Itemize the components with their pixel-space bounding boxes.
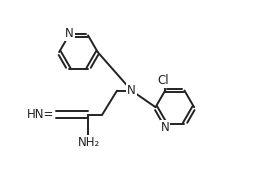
Text: HN=: HN= [27, 108, 54, 121]
Text: N: N [65, 27, 74, 40]
Text: N: N [161, 121, 170, 134]
Text: Cl: Cl [158, 74, 169, 87]
Text: NH₂: NH₂ [77, 136, 100, 149]
Text: N: N [127, 84, 136, 97]
